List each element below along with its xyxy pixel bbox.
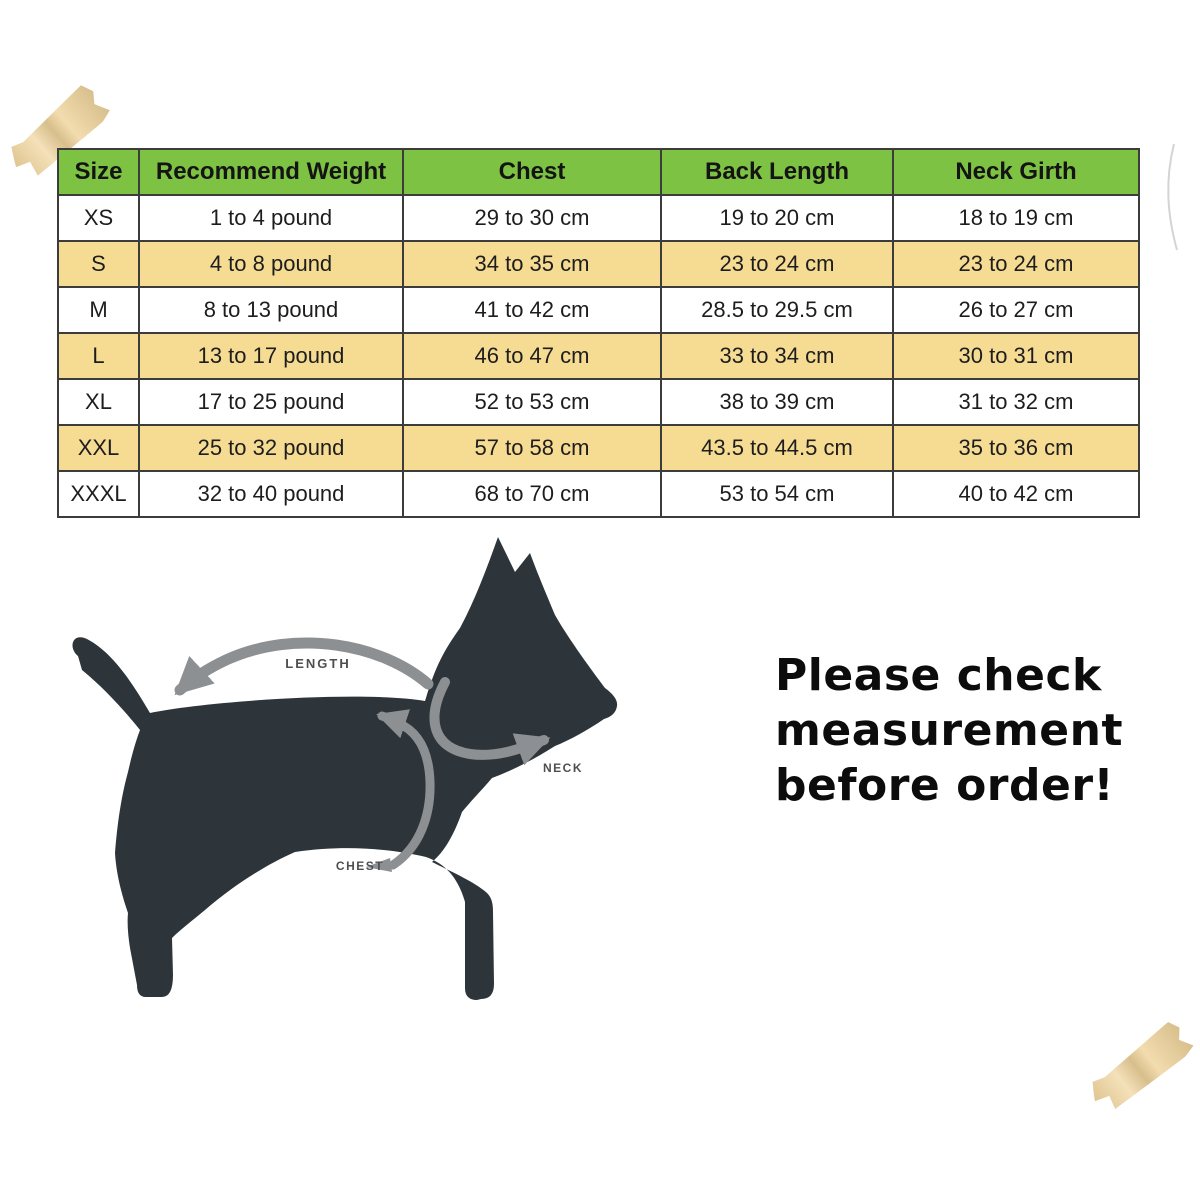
- column-header: Back Length: [660, 148, 894, 196]
- chest-label: CHEST: [336, 859, 384, 873]
- chest-arrow: [376, 709, 435, 870]
- size-row-xxxl: XXXL 32 to 40 pound 68 to 70 cm 53 to 54 cm…: [57, 470, 1140, 518]
- table-cell: 33 to 34 cm: [660, 332, 894, 380]
- table-cell: 38 to 39 cm: [660, 378, 894, 426]
- dog-silhouette-icon: [72, 537, 618, 1000]
- table-cell: M: [57, 286, 140, 334]
- table-cell: 23 to 24 cm: [660, 240, 894, 288]
- note-line-1: Please check: [775, 650, 1102, 701]
- table-cell: 28.5 to 29.5 cm: [660, 286, 894, 334]
- table-cell: 1 to 4 pound: [138, 194, 404, 242]
- table-cell: 8 to 13 pound: [138, 286, 404, 334]
- table-cell: 13 to 17 pound: [138, 332, 404, 380]
- column-header: Recommend Weight: [138, 148, 404, 196]
- note-line-3: before order!: [775, 760, 1115, 811]
- table-cell: 19 to 20 cm: [660, 194, 894, 242]
- column-header: Chest: [402, 148, 662, 196]
- neck-label: NECK: [543, 761, 583, 775]
- note-line-2: measurement: [775, 705, 1123, 756]
- neck-arrow: [429, 677, 551, 766]
- table-cell: 32 to 40 pound: [138, 470, 404, 518]
- table-cell: 4 to 8 pound: [138, 240, 404, 288]
- table-cell: 52 to 53 cm: [402, 378, 662, 426]
- table-cell: 26 to 27 cm: [892, 286, 1140, 334]
- table-cell: 30 to 31 cm: [892, 332, 1140, 380]
- table-cell: 18 to 19 cm: [892, 194, 1140, 242]
- table-header-row: Size Recommend Weight Chest Back Length Neck…: [57, 148, 1140, 196]
- table-cell: L: [57, 332, 140, 380]
- size-row-xxl: XXL 25 to 32 pound 57 to 58 cm 43.5 to 44.5…: [57, 424, 1140, 472]
- dog-measurement-diagram: LENGTH NECK CHEST: [72, 537, 618, 1000]
- table-cell: XL: [57, 378, 140, 426]
- column-header: Neck Girth: [892, 148, 1140, 196]
- washi-tape-bottom-right: [1084, 1019, 1196, 1118]
- table-cell: 46 to 47 cm: [402, 332, 662, 380]
- table-cell: 25 to 32 pound: [138, 424, 404, 472]
- table-cell: XS: [57, 194, 140, 242]
- table-cell: XXL: [57, 424, 140, 472]
- size-row-l: L 13 to 17 pound 46 to 47 cm 33 to 34 cm 30 …: [57, 332, 1140, 380]
- table-cell: 17 to 25 pound: [138, 378, 404, 426]
- size-chart: Size Recommend Weight Chest Back Length Neck…: [57, 148, 1140, 518]
- table-cell: XXXL: [57, 470, 140, 518]
- table-cell: 40 to 42 cm: [892, 470, 1140, 518]
- table-cell: 41 to 42 cm: [402, 286, 662, 334]
- size-chart-table: Size Recommend Weight Chest Back Length Neck…: [57, 148, 1140, 518]
- table-cell: 29 to 30 cm: [402, 194, 662, 242]
- table-cell: 31 to 32 cm: [892, 378, 1140, 426]
- table-cell: 53 to 54 cm: [660, 470, 894, 518]
- table-cell: 57 to 58 cm: [402, 424, 662, 472]
- table-cell: 43.5 to 44.5 cm: [660, 424, 894, 472]
- length-label: LENGTH: [285, 656, 350, 671]
- table-cell: 34 to 35 cm: [402, 240, 662, 288]
- chest-arrow-tip: [366, 858, 392, 872]
- size-row-xl: XL 17 to 25 pound 52 to 53 cm 38 to 39 cm 31…: [57, 378, 1140, 426]
- faint-curve-decoration: [1167, 143, 1178, 251]
- measurement-note: Please check measurement before order!: [775, 648, 1123, 813]
- table-cell: 68 to 70 cm: [402, 470, 662, 518]
- table-cell: 23 to 24 cm: [892, 240, 1140, 288]
- column-header: Size: [57, 148, 140, 196]
- table-cell: S: [57, 240, 140, 288]
- table-cell: 35 to 36 cm: [892, 424, 1140, 472]
- size-row-xs: XS 1 to 4 pound 29 to 30 cm 19 to 20 cm 18 t…: [57, 194, 1140, 242]
- length-arrow: [174, 637, 434, 696]
